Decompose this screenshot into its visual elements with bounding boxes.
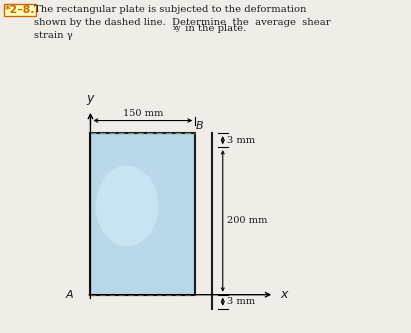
Text: A: A [66, 290, 74, 300]
Text: xy: xy [173, 25, 181, 33]
Text: in the plate.: in the plate. [182, 24, 246, 33]
Text: x: x [280, 288, 288, 301]
Text: B: B [196, 121, 204, 131]
Text: *2–8.: *2–8. [5, 5, 35, 15]
Text: 3 mm: 3 mm [227, 136, 255, 145]
Bar [90, 133, 195, 295]
Ellipse shape [96, 166, 159, 246]
Text: The rectangular plate is subjected to the deformation
shown by the dashed line. : The rectangular plate is subjected to th… [34, 5, 330, 40]
Text: 200 mm: 200 mm [227, 216, 267, 225]
Text: y: y [87, 92, 94, 105]
Text: 3 mm: 3 mm [227, 297, 255, 306]
Text: 150 mm: 150 mm [122, 109, 163, 118]
